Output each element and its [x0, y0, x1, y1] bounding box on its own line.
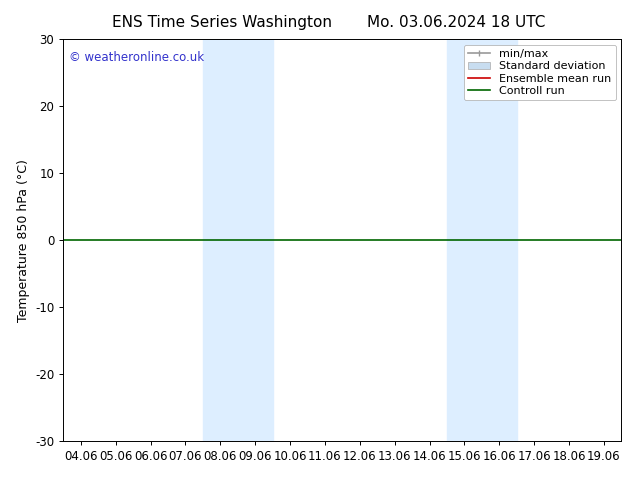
Text: © weatheronline.co.uk: © weatheronline.co.uk [69, 51, 204, 64]
Text: Mo. 03.06.2024 18 UTC: Mo. 03.06.2024 18 UTC [367, 15, 546, 30]
Bar [203, 39, 273, 441]
Legend: min/max, Standard deviation, Ensemble mean run, Controll run: min/max, Standard deviation, Ensemble me… [463, 45, 616, 100]
Text: ENS Time Series Washington: ENS Time Series Washington [112, 15, 332, 30]
Bar [447, 39, 517, 441]
Y-axis label: Temperature 850 hPa (°C): Temperature 850 hPa (°C) [16, 159, 30, 321]
